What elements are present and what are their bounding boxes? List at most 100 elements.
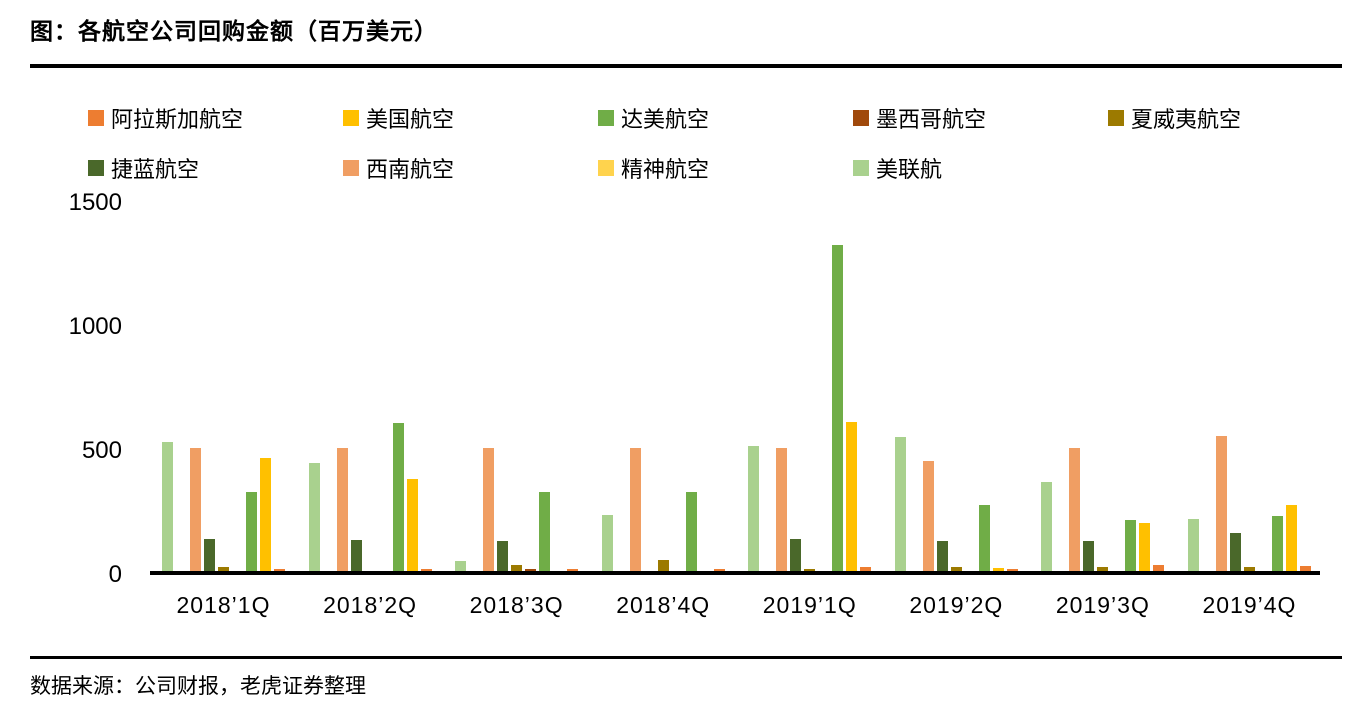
- bar-southwest-2: [336, 448, 348, 571]
- bar-group-5: [748, 203, 872, 571]
- legend-label-american: 美国航空: [366, 107, 455, 132]
- x-axis-tick-label: 2019’4Q: [1202, 592, 1297, 618]
- title-divider: [30, 64, 1342, 68]
- legend-label-southwest: 西南航空: [366, 157, 455, 182]
- bar-jetblue-7: [1083, 541, 1095, 571]
- bar-southwest-4: [629, 448, 641, 571]
- bar-alaska-4: [713, 569, 725, 571]
- legend-label-aeromexico: 墨西哥航空: [876, 107, 987, 132]
- bar-american-5: [846, 422, 858, 571]
- legend-item-hawaiian: 夏威夷航空: [1108, 102, 1363, 134]
- legend-item-american: 美国航空: [343, 102, 598, 134]
- bar-aeromexico-3: [525, 569, 537, 571]
- legend-swatch-united: [853, 160, 869, 176]
- bar-jetblue-3: [497, 541, 509, 571]
- legend-label-alaska: 阿拉斯加航空: [111, 107, 244, 132]
- y-axis-tick-label: 1000: [68, 313, 122, 340]
- bar-hawaiian-4: [657, 560, 669, 571]
- legend-item-southwest: 西南航空: [343, 152, 598, 184]
- bar-southwest-1: [190, 448, 201, 571]
- bar-hawaiian-3: [511, 565, 523, 571]
- bar-southwest-6: [922, 461, 934, 571]
- bar-jetblue-2: [350, 540, 362, 571]
- bar-group-3: [455, 203, 579, 571]
- bar-united-2: [308, 463, 320, 571]
- bar-hawaiian-6: [950, 567, 962, 571]
- bar-group-7: [1041, 203, 1165, 571]
- legend-swatch-hawaiian: [1108, 110, 1124, 126]
- bar-alaska-8: [1299, 566, 1311, 571]
- bar-group-4: [601, 203, 725, 571]
- bar-american-1: [260, 458, 271, 571]
- bar-hawaiian-1: [218, 567, 229, 571]
- bar-jetblue-8: [1229, 533, 1241, 571]
- bar-united-7: [1041, 482, 1053, 571]
- bar-group-8: [1187, 203, 1311, 571]
- bar-jetblue-1: [204, 539, 215, 571]
- bar-southwest-5: [776, 448, 788, 571]
- legend-swatch-american: [343, 110, 359, 126]
- bar-southwest-8: [1215, 436, 1227, 571]
- legend-item-alaska: 阿拉斯加航空: [88, 102, 343, 134]
- bar-delta-5: [832, 245, 844, 571]
- legend-swatch-jetblue: [88, 160, 104, 176]
- bar-american-6: [992, 568, 1004, 571]
- legend-swatch-alaska: [88, 110, 104, 126]
- bar-hawaiian-8: [1243, 567, 1255, 571]
- legend-label-united: 美联航: [876, 157, 943, 182]
- bar-group-6: [894, 203, 1018, 571]
- bar-united-8: [1187, 519, 1199, 571]
- legend-item-united: 美联航: [853, 152, 1108, 184]
- bar-alaska-7: [1153, 565, 1165, 571]
- bar-united-4: [601, 515, 613, 571]
- bar-alaska-3: [567, 569, 579, 571]
- footer-divider: [30, 656, 1342, 659]
- bar-hawaiian-5: [804, 569, 816, 571]
- bar-united-5: [748, 446, 760, 571]
- bar-united-6: [894, 437, 906, 571]
- bar-southwest-7: [1069, 448, 1081, 571]
- bar-jetblue-6: [936, 541, 948, 571]
- legend-item-jetblue: 捷蓝航空: [88, 152, 343, 184]
- bar-hawaiian-7: [1097, 567, 1109, 571]
- bar-group-1: [162, 203, 285, 571]
- bar-united-3: [455, 561, 467, 571]
- page-title: 图：各航空公司回购金额（百万美元）: [30, 18, 438, 44]
- bar-delta-6: [978, 505, 990, 571]
- legend-item-delta: 达美航空: [598, 102, 853, 134]
- legend-label-delta: 达美航空: [621, 107, 710, 132]
- bar-delta-1: [246, 492, 257, 571]
- y-axis-tick-label: 1500: [68, 189, 122, 216]
- bar-alaska-6: [1006, 569, 1018, 571]
- y-axis: 0 500 1000 1500: [0, 0, 122, 708]
- legend-label-hawaiian: 夏威夷航空: [1131, 107, 1242, 132]
- legend-swatch-southwest: [343, 160, 359, 176]
- bar-delta-4: [685, 492, 697, 571]
- bar-alaska-1: [274, 569, 285, 571]
- bar-delta-7: [1125, 520, 1137, 571]
- legend-swatch-aeromexico: [853, 110, 869, 126]
- source-note: 数据来源：公司财报，老虎证券整理: [30, 675, 366, 698]
- x-axis-tick-label: 2019’3Q: [1055, 592, 1150, 618]
- x-axis-tick-label: 2018’4Q: [616, 592, 711, 618]
- x-axis-tick-label: 2018’3Q: [469, 592, 564, 618]
- bar-alaska-5: [860, 567, 872, 571]
- bar-united-1: [162, 442, 173, 571]
- x-axis: 2018’1Q 2018’2Q 2018’3Q 2018’4Q 2019’1Q 2019’…: [150, 592, 1320, 619]
- legend-label-spirit: 精神航空: [621, 157, 710, 182]
- x-axis-tick-label: 2018’2Q: [323, 592, 418, 618]
- bar-group-2: [308, 203, 432, 571]
- bar-southwest-3: [483, 448, 495, 571]
- bar-delta-2: [392, 423, 404, 571]
- bar-jetblue-5: [790, 539, 802, 571]
- x-axis-tick-label: 2019’1Q: [762, 592, 857, 618]
- y-axis-tick-label: 500: [81, 437, 122, 464]
- plot-area: [150, 203, 1320, 575]
- legend-swatch-delta: [598, 110, 614, 126]
- x-axis-tick-label: 2019’2Q: [909, 592, 1004, 618]
- bar-american-7: [1139, 523, 1151, 571]
- bar-alaska-2: [420, 569, 432, 571]
- x-axis-tick-label: 2018’1Q: [176, 592, 271, 618]
- legend-label-jetblue: 捷蓝航空: [111, 157, 200, 182]
